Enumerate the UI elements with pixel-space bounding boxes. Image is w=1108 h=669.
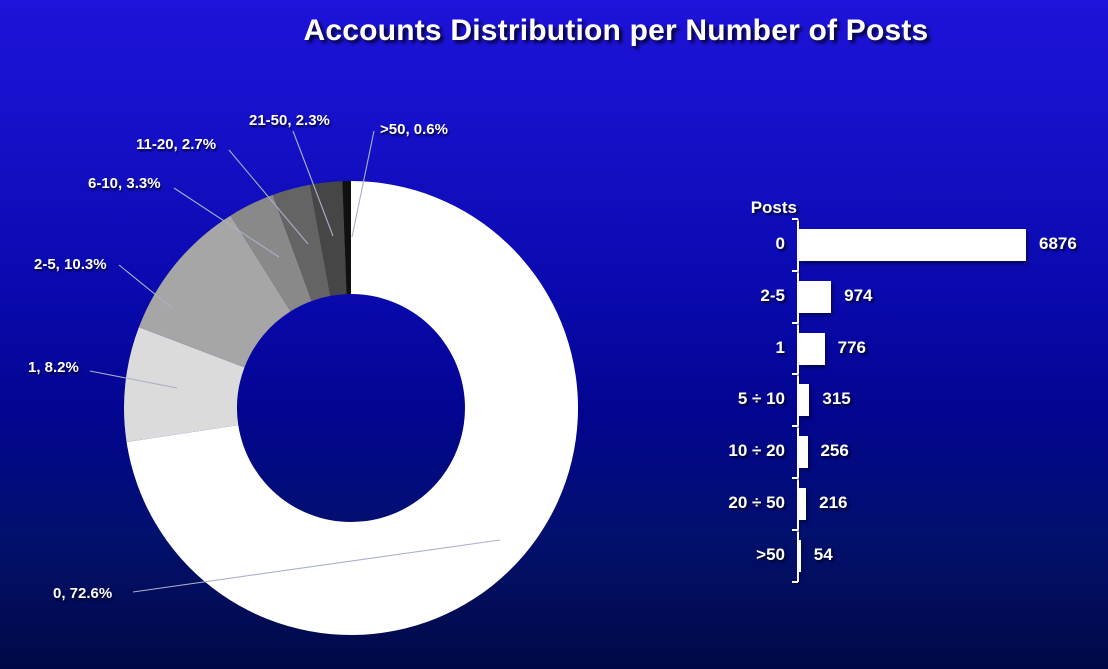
chart-title: Accounts Distribution per Number of Post…: [303, 14, 929, 47]
bar-value-label: 776: [837, 337, 866, 357]
axis-tick: [792, 477, 798, 479]
leader-line-50: [351, 130, 375, 238]
pie-callout-21-50: 21-50, 2.3%: [249, 112, 330, 129]
bar-category-label: 10 ÷ 20: [728, 441, 785, 461]
pie-slice-11-20: [272, 184, 331, 301]
bar-category-label: 20 ÷ 50: [728, 492, 785, 512]
pie-slice-1: [124, 327, 245, 443]
leader-line-2-5: [118, 264, 173, 309]
bar: [799, 228, 1026, 261]
leader-line-1: [89, 370, 178, 389]
bar-value-label: 54: [813, 544, 833, 564]
bar-category-label: 0: [775, 233, 785, 253]
bar: [799, 332, 825, 365]
pie-slice-50: [342, 180, 351, 295]
bar-value-label: 6876: [1039, 233, 1077, 253]
pie-slice-2-5: [138, 215, 291, 368]
axis-tick: [792, 425, 798, 428]
axis-tick: [792, 218, 798, 220]
leader-line-6-10: [173, 187, 280, 258]
pie-callout-6-10: 6-10, 3.3%: [88, 175, 161, 192]
bar-value-label: 974: [844, 285, 873, 305]
bar-value-label: 315: [822, 389, 851, 409]
pie-callout-0: 0, 72.6%: [53, 585, 113, 602]
bar-category-label: 2-5: [760, 285, 785, 305]
axis-tick: [792, 373, 798, 376]
pie-slice-0: [126, 181, 579, 635]
bar: [799, 280, 832, 313]
leader-line-11-20: [228, 149, 309, 245]
pie-slice-6-10: [230, 194, 312, 312]
bar: [799, 487, 807, 520]
axis-tick: [792, 269, 798, 272]
pie-callout-11-20: 11-20, 2.7%: [136, 136, 217, 153]
pie-callout-50: >50, 0.6%: [380, 121, 448, 138]
donut-slices: [124, 180, 579, 635]
leader-line-21-50: [292, 130, 334, 237]
callout-leader-lines: [89, 130, 501, 593]
bar: [799, 436, 808, 469]
bar-value-label: 256: [820, 441, 849, 461]
bar-value-label: 216: [819, 492, 848, 512]
pie-callout-2-5: 2-5, 10.3%: [34, 256, 107, 273]
bar: [799, 539, 801, 572]
bar-axis-title: Posts: [750, 198, 797, 217]
bar-axis-line: [797, 219, 799, 582]
leader-line-0: [132, 539, 501, 593]
axis-tick: [792, 528, 798, 531]
pie-callout-1: 1, 8.2%: [28, 359, 79, 376]
bar-category-label: 1: [775, 337, 785, 357]
pie-slice-21-50: [309, 181, 347, 296]
bar: [799, 384, 810, 417]
bar-category-label: >50: [756, 544, 785, 564]
axis-tick: [792, 321, 798, 324]
axis-tick: [792, 580, 798, 583]
bar-category-label: 5 ÷ 10: [737, 389, 785, 409]
